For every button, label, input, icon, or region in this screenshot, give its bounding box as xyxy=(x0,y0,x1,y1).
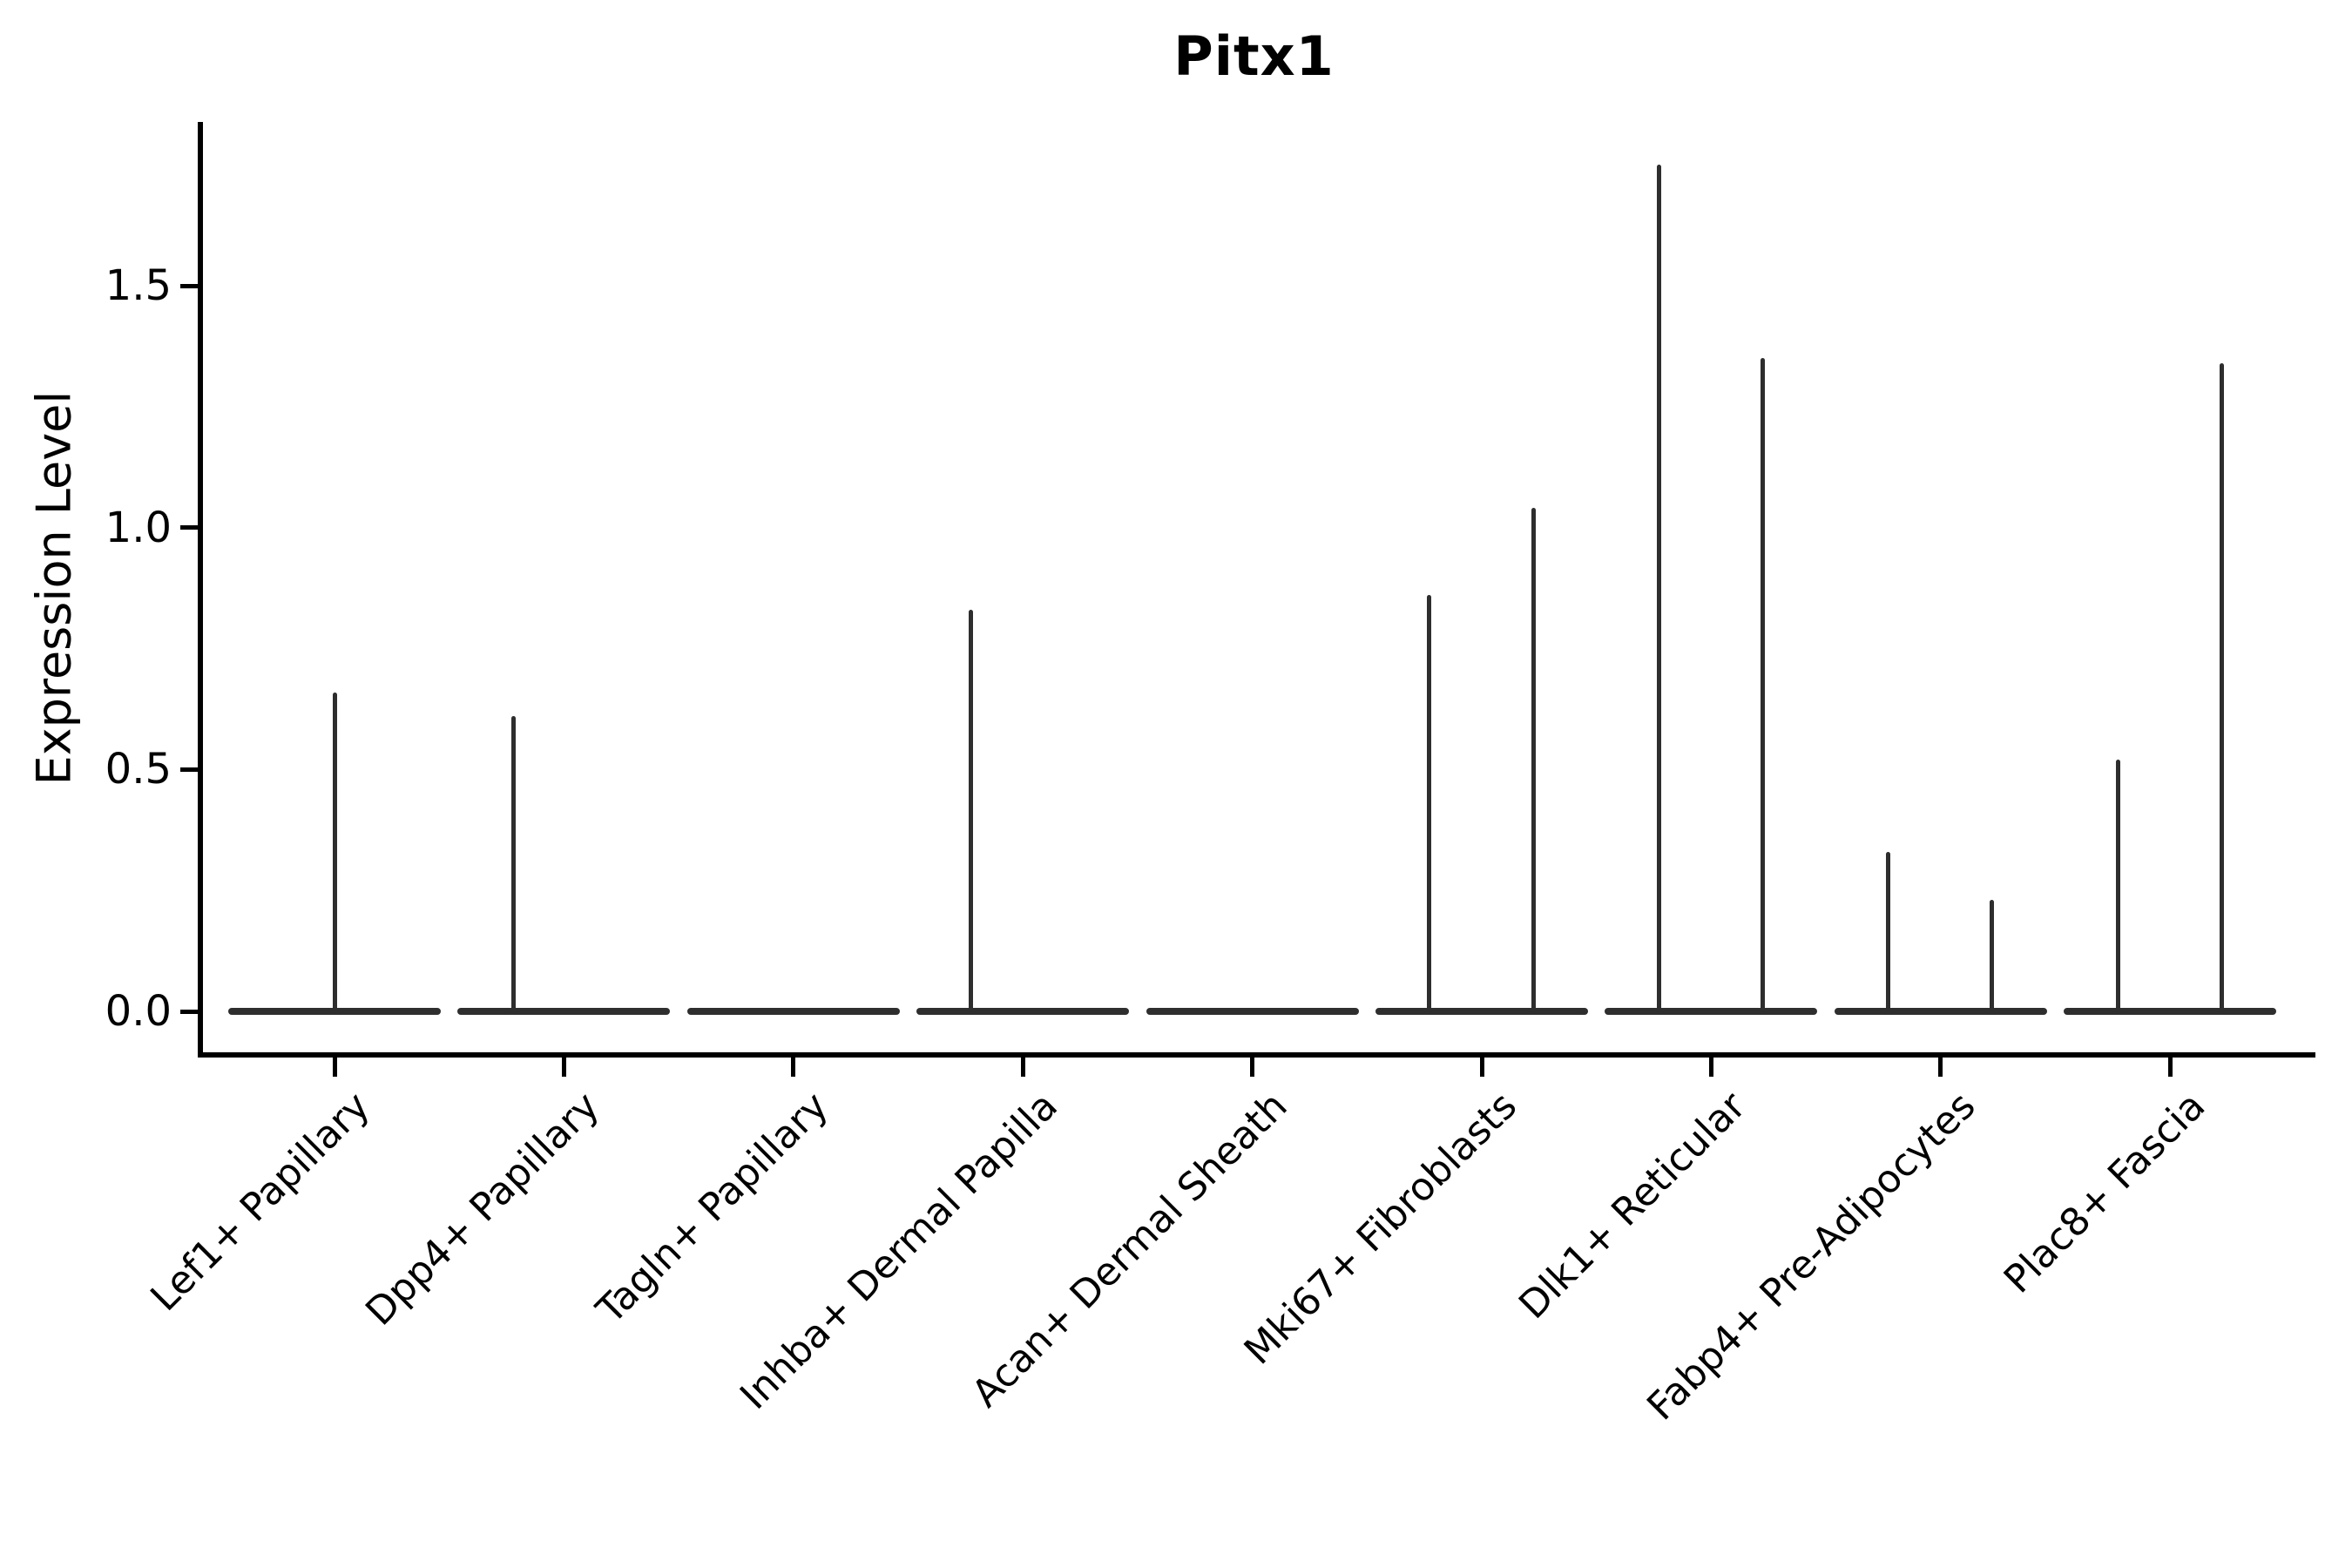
y-tick-label: 1.5 xyxy=(105,261,172,311)
y-tick-mark xyxy=(180,283,198,288)
x-tick-mark xyxy=(2167,1058,2173,1077)
violin-spike xyxy=(2219,362,2224,1013)
y-axis-label: Expression Level xyxy=(26,390,82,786)
violin-spike xyxy=(1427,595,1432,1013)
y-tick-mark xyxy=(180,767,198,772)
x-tick-mark xyxy=(332,1058,337,1077)
x-tick-label: Dlk1+ Reticular xyxy=(1511,1084,1755,1328)
y-tick-mark xyxy=(180,1009,198,1014)
violin-spike xyxy=(1760,358,1765,1013)
violin-spike xyxy=(2115,760,2120,1013)
violin-spike xyxy=(1990,900,1995,1013)
violin-spike xyxy=(332,692,337,1013)
x-tick-label: Lef1+ Papillary xyxy=(141,1084,379,1321)
violin-base xyxy=(1375,1008,1588,1015)
violin-base xyxy=(457,1008,671,1015)
x-tick-mark xyxy=(791,1058,796,1077)
x-tick-label: Tagln+ Papillary xyxy=(588,1084,837,1333)
violin-base xyxy=(916,1008,1130,1015)
y-tick-label: 0.5 xyxy=(105,745,172,794)
x-tick-mark xyxy=(1708,1058,1713,1077)
y-tick-label: 0.0 xyxy=(105,987,172,1036)
x-tick-mark xyxy=(1250,1058,1255,1077)
x-tick-mark xyxy=(561,1058,566,1077)
violin-base xyxy=(686,1008,900,1015)
x-axis-spine xyxy=(198,1052,2315,1058)
y-tick-mark xyxy=(180,525,198,531)
x-tick-label: Dpp4+ Papillary xyxy=(356,1084,608,1335)
violin-base xyxy=(1834,1008,2047,1015)
violin-spike xyxy=(969,610,974,1013)
x-tick-mark xyxy=(1479,1058,1484,1077)
violin-base xyxy=(1605,1008,1818,1015)
chart-title: Pitx1 xyxy=(1173,24,1335,88)
violin-base xyxy=(1146,1008,1359,1015)
y-axis-spine xyxy=(198,122,203,1058)
x-tick-mark xyxy=(1020,1058,1025,1077)
violin-spike xyxy=(510,716,516,1013)
y-tick-label: 1.0 xyxy=(105,503,172,552)
violin-base xyxy=(2064,1008,2277,1015)
x-tick-label: Plac8+ Fascia xyxy=(1995,1084,2214,1302)
violin-spike xyxy=(1531,508,1536,1013)
violin-spike xyxy=(1656,165,1661,1013)
x-tick-mark xyxy=(1938,1058,1943,1077)
violin-spike xyxy=(1886,851,1891,1013)
